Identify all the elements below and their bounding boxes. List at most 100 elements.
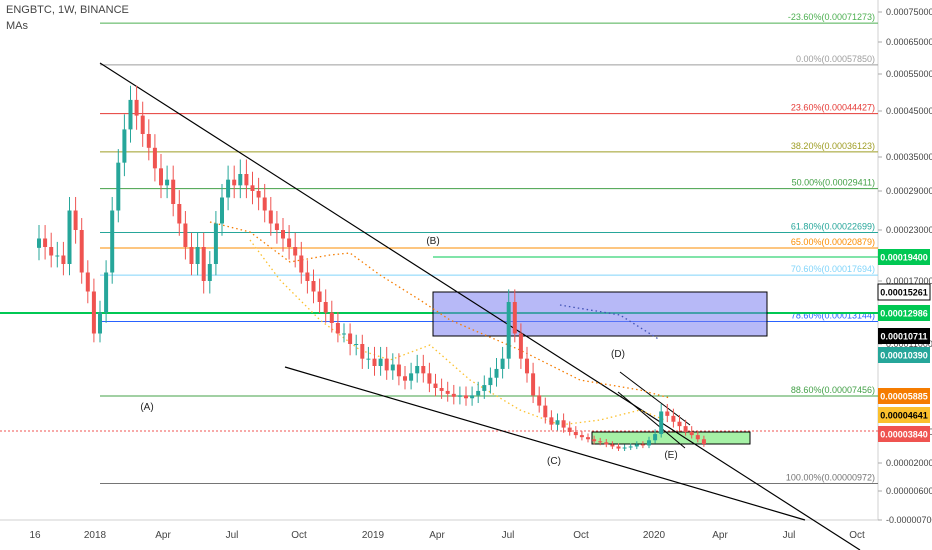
candle-body [73, 210, 78, 230]
candle-body [647, 440, 651, 446]
candle-body [159, 168, 163, 186]
candle-body [482, 385, 487, 391]
candle-body [677, 421, 682, 427]
buy-zone-box [591, 431, 751, 445]
candle-body [500, 358, 505, 369]
candle-body [378, 358, 383, 366]
time-axis-tick-label: Apr [155, 530, 171, 541]
candle-body [146, 134, 151, 148]
candle-body [592, 439, 597, 442]
candle-body [628, 446, 633, 448]
candle-body [445, 390, 450, 394]
candle-body [342, 333, 346, 335]
candle-body [281, 230, 285, 239]
wave-label: (D) [611, 349, 625, 360]
fib-level-label: 0.00%(0.00057850) [796, 54, 875, 64]
candle-body [488, 377, 493, 386]
candle-body [543, 405, 548, 418]
candle-body [653, 434, 658, 441]
price-tag-bg [878, 347, 930, 363]
chart-symbol-title: ENGBTC, 1W, BINANCE [6, 4, 129, 16]
fib-level-label: 70.60%(0.00017694) [791, 264, 875, 274]
candle-body [348, 333, 353, 344]
price-tag-bg [877, 283, 931, 301]
wave-label: (A) [140, 402, 153, 413]
candle-body [256, 191, 261, 198]
candle-body [116, 162, 121, 211]
price-tag: 0.00010390 [878, 347, 930, 363]
time-axis-tick-label: Oct [573, 530, 589, 541]
price-tag-label: 0.00005885 [880, 392, 928, 402]
candle-body [323, 302, 328, 313]
candle-body [659, 411, 664, 435]
candle-body [622, 447, 627, 449]
time-axis-tick-label: Oct [849, 530, 865, 541]
price-tag-label: 0.00019400 [880, 253, 928, 263]
candle-body [134, 99, 139, 116]
candle-body [61, 255, 66, 264]
ma-yellow-line [249, 239, 666, 426]
candle-body [238, 174, 243, 186]
triangle-upper-line [619, 371, 691, 426]
candle-body [207, 264, 212, 281]
price-tag: 0.00019400 [878, 249, 930, 265]
candle-body [567, 427, 572, 432]
candle-body [561, 420, 566, 428]
indicator-label: MAs [6, 20, 28, 32]
candle-body [37, 238, 41, 248]
price-tag-bg [878, 407, 930, 423]
price-tag-label: 0.00003840 [880, 430, 928, 440]
candle-body [457, 395, 462, 397]
candle-body [549, 417, 554, 425]
candle-body [470, 395, 475, 399]
candle-body [403, 376, 407, 381]
candle-body [43, 238, 48, 247]
candle-body [317, 291, 322, 302]
fib-level-label: 23.60%(0.00044427) [791, 103, 875, 113]
candle-body [640, 444, 645, 446]
candle-body [177, 204, 182, 224]
candle-body [79, 230, 84, 273]
candle-body [329, 312, 334, 323]
candle-body [226, 179, 231, 198]
ma-orange-line [209, 221, 671, 399]
candle-body [110, 210, 115, 273]
time-axis-tick-label: Jul [226, 530, 239, 541]
candle-body [531, 373, 536, 396]
candle-body [274, 223, 279, 230]
candle-body [305, 272, 310, 281]
candle-body [476, 390, 481, 396]
candle-body [201, 247, 206, 281]
wave-label: (C) [547, 456, 561, 467]
candle-body [232, 179, 237, 186]
candle-body [67, 210, 72, 264]
candle-body [49, 247, 54, 256]
candle-body [104, 272, 109, 313]
candle-body [586, 437, 590, 440]
candle-body [91, 291, 96, 334]
candle-body [268, 210, 273, 224]
candle-body [299, 255, 304, 273]
candle-body [555, 420, 560, 425]
fib-level-label: -23.60%(0.00071273) [788, 12, 875, 22]
candle-body [579, 435, 584, 438]
fib-level-label: 50.00%(0.00029411) [792, 178, 875, 188]
price-tag-bg [878, 426, 930, 442]
candle-body [701, 439, 706, 444]
candle-body [366, 358, 371, 360]
candle-body [183, 223, 188, 247]
candle-body [506, 302, 511, 359]
fib-level-label: 61.80%(0.00022699) [791, 222, 875, 232]
candle-body [396, 364, 401, 377]
wave-label: (B) [426, 236, 439, 247]
candle-body [604, 442, 609, 445]
candle-body [689, 432, 694, 436]
price-tag-bg [878, 305, 930, 321]
time-axis-tick-label: 2020 [643, 530, 666, 541]
time-axis-tick-label: Apr [429, 530, 445, 541]
candle-body [55, 255, 60, 257]
candle-body [335, 323, 340, 334]
candle-body [171, 179, 176, 204]
candle-body [518, 333, 523, 359]
